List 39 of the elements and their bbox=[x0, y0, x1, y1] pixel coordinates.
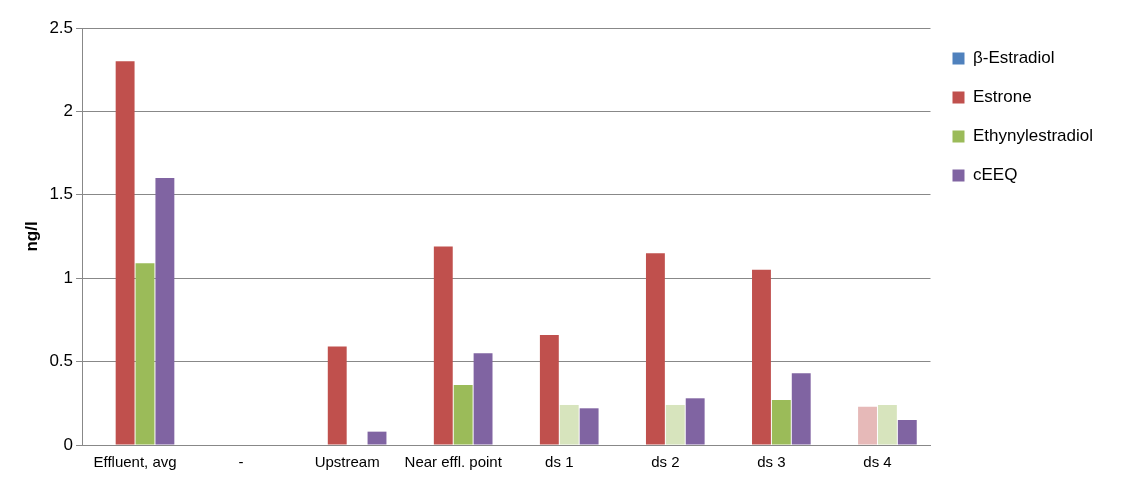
y-tick-label: 1 bbox=[63, 267, 74, 287]
bar bbox=[791, 373, 811, 445]
y-tick-label: 0.5 bbox=[49, 351, 74, 371]
legend-label: cEEQ bbox=[973, 165, 1018, 185]
bar bbox=[367, 431, 387, 445]
x-tick-label: ds 2 bbox=[651, 453, 680, 471]
x-tick-label: - bbox=[238, 453, 244, 471]
x-tick-label: Near effl. point bbox=[404, 453, 503, 471]
y-tick-label: 2 bbox=[63, 101, 74, 121]
bar bbox=[877, 404, 897, 445]
legend-label: β-Estradiol bbox=[973, 48, 1055, 68]
bar bbox=[453, 384, 473, 445]
y-tick-label: 2.5 bbox=[49, 17, 74, 37]
bar bbox=[559, 404, 579, 445]
x-tick-label: Upstream bbox=[314, 453, 380, 471]
bar bbox=[752, 269, 771, 445]
x-tick-label: ds 3 bbox=[757, 453, 786, 471]
y-tick-label: 1.5 bbox=[49, 184, 74, 204]
bar bbox=[115, 61, 135, 445]
bar bbox=[135, 263, 155, 445]
bar bbox=[433, 246, 453, 445]
bar bbox=[771, 399, 791, 445]
legend-label: Estrone bbox=[973, 87, 1032, 107]
x-tick-label: ds 4 bbox=[863, 453, 892, 471]
x-tick-label: ds 1 bbox=[545, 453, 574, 471]
bar bbox=[155, 178, 175, 445]
bar bbox=[645, 253, 665, 445]
bar bbox=[665, 404, 685, 445]
x-tick-label: Effluent, avg bbox=[93, 453, 177, 471]
legend-label: Ethynylestradiol bbox=[973, 126, 1094, 146]
bar bbox=[858, 406, 877, 445]
bar bbox=[473, 353, 493, 445]
bar bbox=[579, 408, 599, 445]
bar bbox=[539, 334, 559, 445]
y-axis-title: ng/l bbox=[21, 221, 41, 252]
bar bbox=[685, 398, 705, 445]
bar bbox=[327, 346, 347, 445]
bar bbox=[897, 419, 917, 445]
y-tick-label: 0 bbox=[63, 434, 74, 454]
